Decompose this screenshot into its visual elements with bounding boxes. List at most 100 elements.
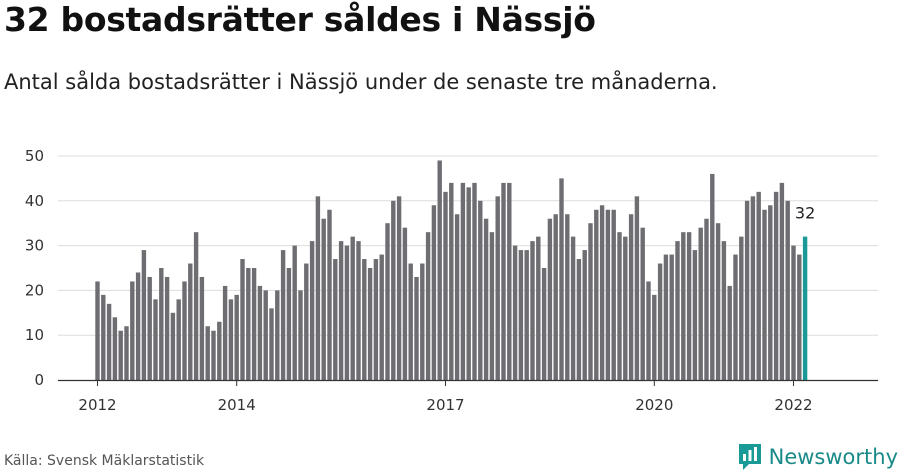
bar [251,268,257,380]
bar [454,214,460,380]
bar [402,227,408,380]
bar [721,241,727,380]
bar [692,250,698,380]
bar [501,182,506,380]
bar [657,263,663,380]
bar [547,218,553,380]
bar [582,250,587,380]
bar [327,209,332,380]
bar [269,308,274,380]
y-tick-label: 30 [25,237,44,255]
bar [489,232,495,380]
bar [634,196,640,380]
bar [762,209,767,380]
bar [715,223,721,380]
bar [95,281,100,380]
bar [483,218,489,380]
bar [420,263,425,380]
x-tick-label: 2012 [78,396,116,414]
bar [773,191,779,380]
bar [263,290,268,380]
bar [217,321,222,380]
x-tick-label: 2014 [218,396,256,414]
bar [437,160,442,380]
bar [698,227,703,380]
bar [466,187,471,380]
x-tick-labels: 2012 2014 2017 2020 2022 [78,396,812,414]
bar [768,205,773,380]
bar [779,182,785,380]
bar [797,254,802,380]
bar [211,330,216,380]
bar [570,236,576,380]
bar [652,294,657,380]
bar [362,259,367,380]
bar [124,326,129,380]
bar [756,191,761,380]
bar [536,236,541,380]
bar [228,299,234,380]
bar [112,317,118,380]
bar [449,182,454,380]
bar [118,330,123,380]
bar-highlight [802,236,808,380]
bar [106,303,112,380]
bar [669,254,674,380]
bar [611,209,616,380]
bar [541,268,547,380]
y-tick-label: 20 [25,281,44,299]
bar [727,285,732,380]
bar [350,236,355,380]
bar [443,191,448,380]
bar [617,232,622,380]
bar [234,294,239,380]
bar [565,214,570,380]
bar [478,200,483,380]
bar [791,245,796,380]
bar [333,259,338,380]
bar [646,281,651,380]
bar [257,285,263,380]
bar [385,223,390,380]
bar [193,232,199,380]
bar [199,276,205,380]
bar [396,196,402,380]
bar [512,245,518,380]
bar [176,299,181,380]
bar [588,223,593,380]
bar [141,250,147,380]
bar [431,205,437,380]
bar [205,326,210,380]
bar [744,200,750,380]
bar [710,173,715,380]
bar [553,214,558,380]
bar [315,196,321,380]
bar [594,209,599,380]
bar [628,214,634,380]
bar [298,290,303,380]
bar [425,232,431,380]
bar [675,241,680,380]
bar [159,268,164,380]
bar [739,236,744,380]
source-note: Källa: Svensk Mäklarstatistik [4,453,205,469]
bar [164,276,170,380]
bar [130,281,135,380]
bar [153,299,158,380]
y-tick-label: 10 [25,326,44,344]
bar [338,241,344,380]
bar [373,259,379,380]
bar [286,268,292,380]
bar [188,263,193,380]
bar [280,250,286,380]
bars [95,160,808,380]
brand-name: Newsworthy [768,445,898,469]
bar [356,241,361,380]
bar [344,245,350,380]
y-tick-label: 40 [25,192,44,210]
bar [576,259,582,380]
bar [379,254,384,380]
bar [605,209,611,380]
brand-logo: Newsworthy [737,441,898,473]
